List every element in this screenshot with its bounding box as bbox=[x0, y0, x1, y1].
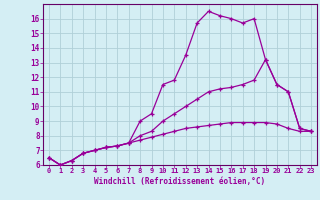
X-axis label: Windchill (Refroidissement éolien,°C): Windchill (Refroidissement éolien,°C) bbox=[94, 177, 266, 186]
